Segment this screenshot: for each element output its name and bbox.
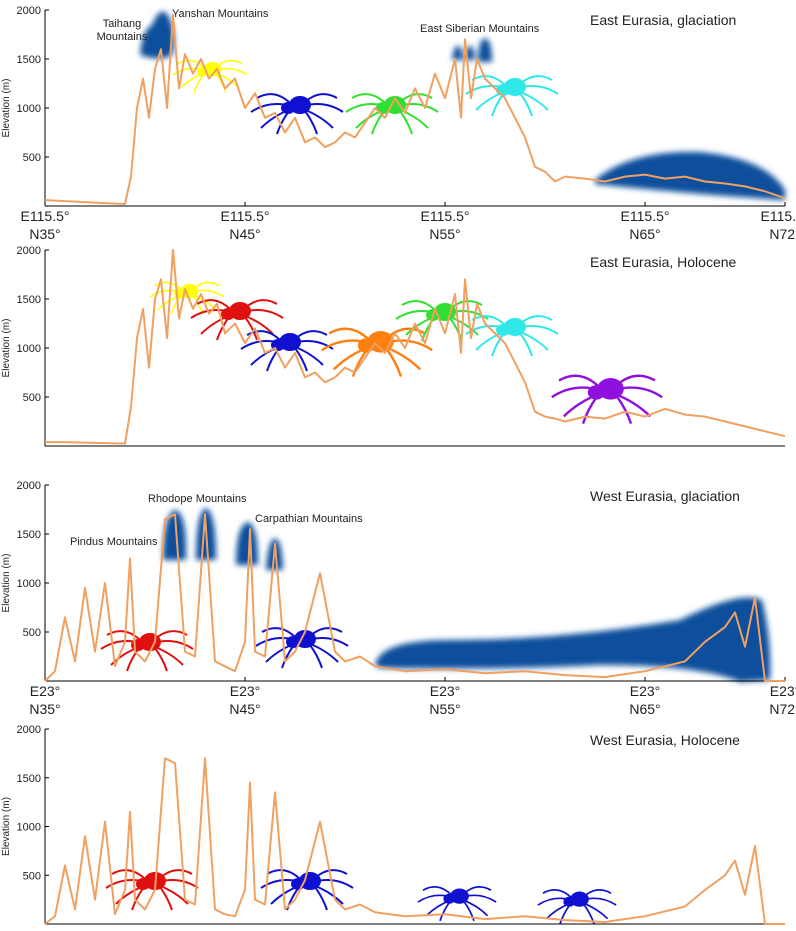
y-tick-label: 500	[23, 627, 41, 639]
glaciers	[140, 11, 785, 682]
x-tick-label: N55°	[429, 226, 460, 242]
x-tick-lon-label: E23°	[30, 683, 61, 699]
y-tick-label: 500	[23, 152, 41, 164]
x-tick-lon-label: E23°	[430, 683, 461, 699]
x-tick-lon-label: E23°	[630, 683, 661, 699]
x-tick-label: N72°	[769, 701, 796, 717]
y-tick-label: 1000	[17, 103, 41, 115]
x-tick-lon-label: E115.5°	[221, 208, 270, 224]
x-tick-label: N65°	[629, 226, 660, 242]
x-tick-lon-label: E115.5°	[621, 208, 670, 224]
x-tick-lon-label: E115.5°	[761, 208, 796, 224]
y-tick-label: 1500	[17, 54, 41, 66]
x-tick-label: N72°	[769, 226, 796, 242]
panel: Elevation (m) West Eurasia, glaciation 500…	[1, 480, 796, 717]
annotation: Rhodope Mountains	[148, 493, 247, 505]
y-tick-label: 2000	[17, 5, 41, 17]
annotation: East Siberian Mountains	[420, 23, 540, 35]
elevation-line	[44, 757, 785, 925]
y-tick-label: 2000	[17, 724, 41, 736]
x-tick-label: N35°	[29, 226, 60, 242]
elevation-line	[45, 249, 786, 445]
annotation: Carpathian Mountains	[255, 513, 363, 525]
elevation-line	[44, 13, 786, 205]
annotation: Yanshan Mountains	[172, 8, 269, 20]
y-tick-label: 1000	[17, 578, 41, 590]
y-tick-label: 2000	[17, 245, 41, 257]
panel-title: West Eurasia, glaciation	[590, 488, 740, 504]
x-tick-label: N65°	[629, 701, 660, 717]
y-tick-label: 1500	[17, 294, 41, 306]
panel: Elevation (m) West Eurasia, Holocene 500 10…	[1, 724, 785, 925]
x-tick-lon-label: E115.5°	[421, 208, 470, 224]
y-tick-label: 1000	[17, 822, 41, 834]
x-tick-label: N55°	[429, 701, 460, 717]
panel-title: East Eurasia, glaciation	[590, 12, 736, 28]
y-tick-label: 500	[23, 392, 41, 404]
panel: Elevation (m) East Eurasia, Holocene 500 10…	[1, 245, 786, 447]
x-tick-lon-label: E23°	[770, 683, 796, 699]
x-tick-label: N45°	[229, 701, 260, 717]
annotation: Pindus Mountains	[70, 536, 158, 548]
y-axis-label: Elevation (m)	[1, 797, 12, 856]
y-tick-label: 1000	[17, 343, 41, 355]
y-tick-label: 500	[23, 870, 41, 882]
annotation: Taihang Mountains	[97, 18, 148, 43]
y-tick-label: 1500	[17, 529, 41, 541]
y-axis-label: Elevation (m)	[1, 554, 12, 613]
y-axis-label: Elevation (m)	[1, 319, 12, 378]
y-tick-label: 1500	[17, 773, 41, 785]
y-tick-label: 2000	[17, 480, 41, 492]
x-tick-lon-label: E23°	[230, 683, 261, 699]
panel-title: East Eurasia, Holocene	[590, 254, 737, 270]
x-tick-lon-label: E115.5°	[21, 208, 70, 224]
elevation-line	[44, 513, 785, 682]
x-tick-label: N45°	[229, 226, 260, 242]
y-axis-label: Elevation (m)	[1, 79, 12, 138]
panel-title: West Eurasia, Holocene	[590, 732, 740, 748]
panel: Elevation (m) East Eurasia, glaciation 500…	[1, 5, 796, 242]
x-tick-label: N35°	[29, 701, 60, 717]
